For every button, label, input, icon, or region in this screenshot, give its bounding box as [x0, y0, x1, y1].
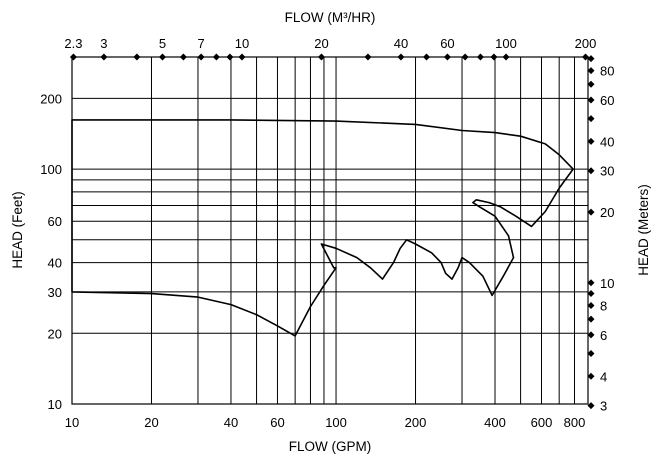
tick-mark-right: [587, 302, 595, 310]
tick-mark-top: [461, 53, 469, 61]
tick-label-left: 60: [48, 214, 62, 229]
tick-label-bottom: 60: [270, 415, 284, 430]
performance-curve: [71, 119, 574, 337]
tick-label-right: 30: [600, 164, 614, 179]
tick-mark-top: [100, 53, 108, 61]
tick-layer: 10 20 40 60 100 200 400 600 800 10 20 30 40 60 100 200 2…: [40, 36, 614, 430]
tick-label-top: 7: [197, 36, 204, 51]
y-axis-label-left: HEAD (Feet): [10, 191, 25, 268]
x-axis-label-top: FLOW (M³/HR): [285, 10, 376, 25]
tick-mark-top: [423, 53, 431, 61]
tick-label-left: 40: [48, 256, 62, 271]
tick-label-right: 10: [600, 276, 614, 291]
tick-mark-top: [238, 53, 246, 61]
tick-label-right: 3: [600, 399, 607, 414]
tick-mark-top: [212, 53, 220, 61]
tick-mark-right: [587, 279, 595, 287]
tick-mark-right: [587, 315, 595, 323]
tick-mark-top: [397, 53, 405, 61]
tick-label-right: 8: [600, 299, 607, 314]
tick-label-top: 3: [100, 36, 107, 51]
tick-mark-top: [226, 53, 234, 61]
tick-label-right: 6: [600, 328, 607, 343]
tick-mark-right: [587, 167, 595, 175]
tick-mark-right: [587, 402, 595, 410]
tick-mark-right: [587, 372, 595, 380]
tick-mark-right: [587, 290, 595, 298]
tick-label-top: 40: [394, 36, 408, 51]
tick-label-bottom: 400: [484, 415, 506, 430]
tick-label-left: 200: [40, 91, 62, 106]
tick-mark-top: [582, 53, 590, 61]
tick-mark-right: [587, 350, 595, 358]
tick-label-left: 20: [48, 326, 62, 341]
tick-mark-right: [587, 80, 595, 88]
tick-label-bottom: 40: [224, 415, 238, 430]
tick-label-right: 40: [600, 134, 614, 149]
tick-label-bottom: 600: [531, 415, 553, 430]
tick-mark-top: [476, 53, 484, 61]
tick-label-left: 10: [48, 397, 62, 412]
tick-label-right: 20: [600, 205, 614, 220]
tick-mark-top: [69, 53, 77, 61]
tick-mark-right: [587, 331, 595, 339]
tick-label-bottom: 10: [65, 415, 79, 430]
tick-label-top: 5: [159, 36, 166, 51]
curve-layer: [71, 119, 574, 337]
tick-mark-right: [587, 96, 595, 104]
tick-label-top: 20: [314, 36, 328, 51]
tick-label-bottom: 800: [564, 415, 586, 430]
tick-label-top: 2.3: [64, 36, 82, 51]
y-axis-label-right: HEAD (Meters): [636, 184, 651, 276]
tick-mark-top: [133, 53, 141, 61]
tick-mark-right: [587, 137, 595, 145]
tick-label-top: 60: [440, 36, 454, 51]
tick-mark-top: [502, 53, 510, 61]
tick-label-left: 30: [48, 285, 62, 300]
plot-frame: [71, 56, 589, 405]
tick-mark-top: [490, 53, 498, 61]
tick-mark-right: [587, 67, 595, 75]
tick-label-bottom: 100: [325, 415, 347, 430]
grid-lines: [72, 57, 588, 404]
x-axis-label-bottom: FLOW (GPM): [289, 439, 372, 454]
tick-label-top: 10: [235, 36, 249, 51]
tick-mark-top: [179, 53, 187, 61]
tick-label-top: 100: [495, 36, 517, 51]
tick-label-bottom: 200: [405, 415, 427, 430]
tick-mark-top: [443, 53, 451, 61]
tick-mark-right: [587, 208, 595, 216]
tick-label-right: 4: [600, 369, 607, 384]
tick-mark-top: [197, 53, 205, 61]
tick-mark-right: [587, 55, 595, 63]
tick-label-bottom: 20: [144, 415, 158, 430]
tick-mark-top: [364, 53, 372, 61]
tick-label-right: 80: [600, 64, 614, 79]
tick-label-right: 60: [600, 93, 614, 108]
tick-mark-top: [159, 53, 167, 61]
tick-mark-top: [317, 53, 325, 61]
tick-label-top: 200: [575, 36, 597, 51]
tick-label-left: 100: [40, 162, 62, 177]
tick-mark-right: [587, 115, 595, 123]
